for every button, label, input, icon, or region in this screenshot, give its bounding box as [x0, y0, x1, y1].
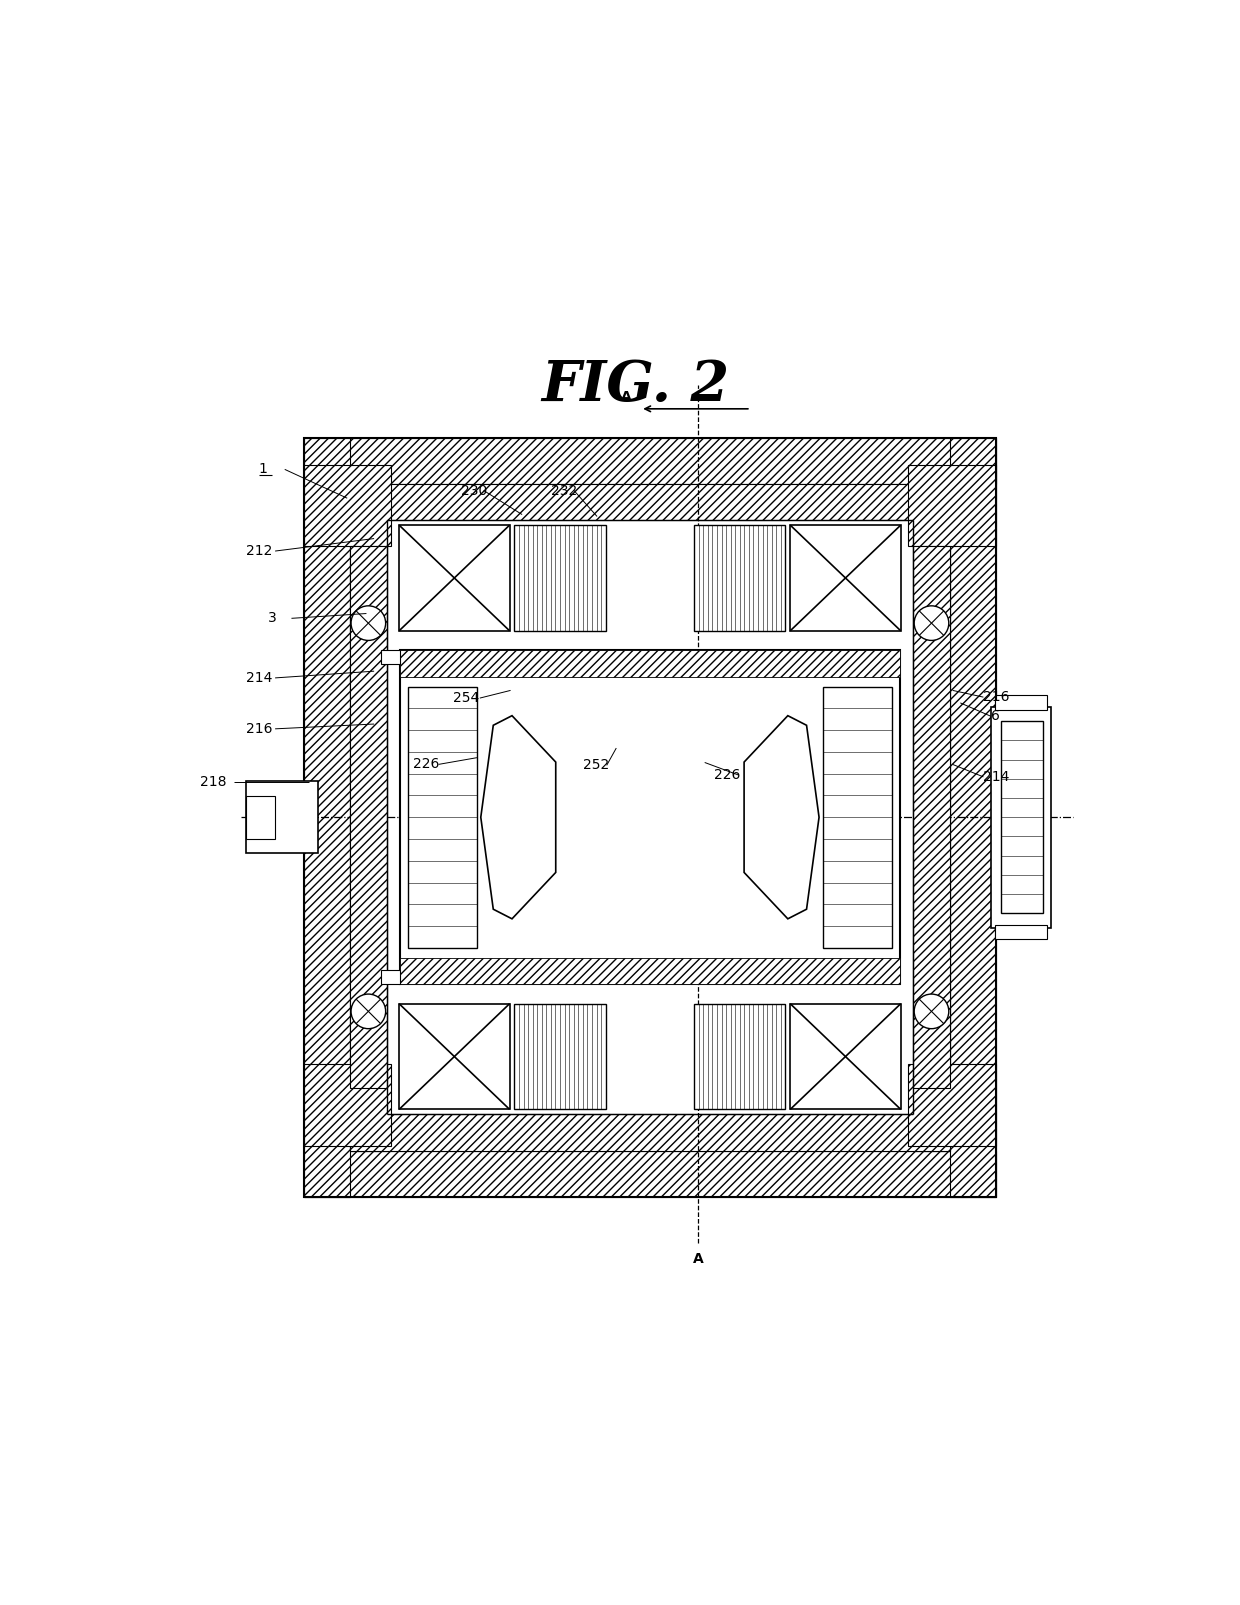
Bar: [304, 438, 996, 483]
Bar: [304, 438, 350, 1197]
Bar: [401, 958, 900, 984]
Bar: [401, 650, 900, 677]
Text: 214: 214: [983, 770, 1009, 783]
Polygon shape: [481, 716, 556, 918]
Bar: [304, 464, 392, 546]
Bar: [790, 525, 900, 631]
Bar: [401, 650, 900, 984]
Text: 214: 214: [247, 671, 273, 685]
Bar: [247, 796, 275, 839]
Bar: [408, 687, 477, 949]
Circle shape: [914, 993, 949, 1029]
Bar: [399, 525, 510, 631]
Bar: [350, 1114, 950, 1151]
Text: 216: 216: [983, 690, 1009, 705]
Bar: [515, 525, 605, 631]
Bar: [913, 546, 950, 1088]
Text: 254: 254: [453, 692, 479, 705]
Bar: [381, 650, 401, 664]
Bar: [994, 924, 1047, 939]
Text: 218: 218: [200, 775, 227, 788]
Circle shape: [351, 993, 386, 1029]
Text: 1: 1: [259, 462, 268, 477]
Text: 226: 226: [714, 767, 740, 782]
Text: 232: 232: [551, 483, 577, 498]
Text: A: A: [693, 1252, 703, 1266]
Bar: [381, 969, 401, 984]
Bar: [991, 706, 1050, 928]
Bar: [994, 695, 1047, 709]
Text: A: A: [620, 390, 631, 404]
Bar: [515, 1003, 605, 1109]
Circle shape: [351, 605, 386, 640]
Bar: [694, 525, 785, 631]
Bar: [350, 483, 387, 1151]
Text: 226: 226: [413, 758, 439, 772]
Bar: [913, 483, 950, 1151]
Text: 230: 230: [460, 483, 487, 498]
Bar: [304, 1064, 392, 1146]
Bar: [790, 1003, 900, 1109]
Text: 212: 212: [247, 544, 273, 559]
Text: 6: 6: [991, 709, 999, 724]
Text: 252: 252: [583, 758, 609, 772]
Bar: [304, 438, 996, 1197]
Bar: [909, 1064, 996, 1146]
Bar: [823, 687, 892, 949]
Bar: [950, 438, 996, 1197]
Bar: [1001, 721, 1043, 913]
Bar: [694, 1003, 785, 1109]
Text: 3: 3: [268, 612, 278, 626]
Bar: [350, 483, 950, 520]
Text: FIG. 2: FIG. 2: [542, 358, 729, 412]
Circle shape: [914, 605, 949, 640]
Text: 216: 216: [247, 722, 273, 735]
Bar: [350, 546, 387, 1088]
Bar: [247, 782, 319, 854]
Bar: [304, 1151, 996, 1197]
Bar: [909, 464, 996, 546]
Polygon shape: [744, 716, 820, 918]
Bar: [399, 1003, 510, 1109]
